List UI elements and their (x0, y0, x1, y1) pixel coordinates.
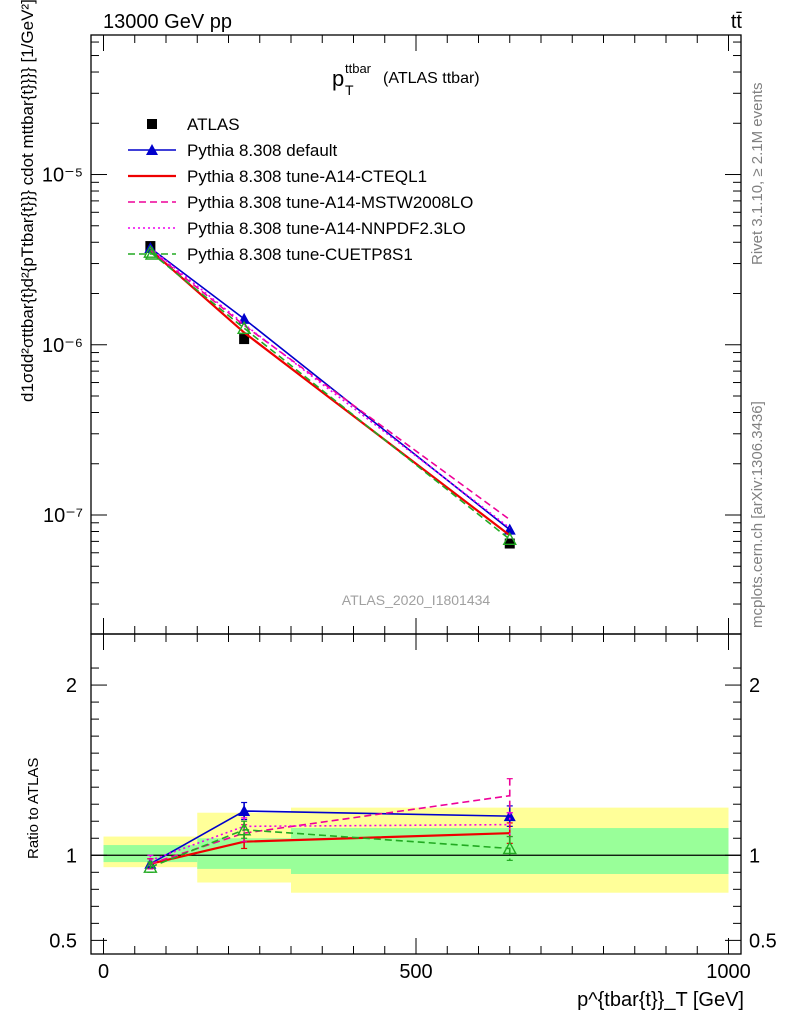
main-y-tick-label: 10⁻⁶ (42, 335, 83, 357)
legend-marker (146, 144, 158, 155)
title-subscript: T (345, 82, 354, 98)
legend-marker (147, 119, 157, 129)
ratio-y-tick-label-right: 1 (749, 845, 760, 867)
x-axis-label: p^{tbar{t}}_T [GeV] (577, 989, 744, 1011)
main-series-line (149, 249, 511, 537)
rivet-version-label: Rivet 3.1.10, ≥ 2.1M events (749, 83, 766, 266)
x-tick-label: 1000 (706, 961, 751, 983)
title-suffix: (ATLAS ttbar) (383, 70, 480, 87)
ratio-data-point (236, 822, 252, 836)
x-tick-label: 0 (98, 961, 109, 983)
main-series-line (149, 247, 511, 529)
legend: ATLAS Pythia 8.308 default Pythia 8.308 tu… (128, 115, 473, 264)
legend-label: Pythia 8.308 tune-A14-NNPDF2.3LO (187, 219, 466, 238)
analysis-watermark: ATLAS_2020_I1801434 (342, 592, 491, 608)
legend-marker (144, 246, 160, 260)
header-left-label: 13000 GeV pp (103, 11, 232, 33)
ratio-data-point (503, 810, 516, 822)
main-panel-series (143, 241, 517, 549)
ratio-y-tick-label: 0.5 (49, 930, 77, 952)
legend-label: Pythia 8.308 tune-A14-CTEQL1 (187, 167, 427, 186)
main-series-2 (149, 249, 511, 537)
title-superscript: ttbar (345, 61, 372, 76)
header-right-label: tt̄ (731, 11, 743, 33)
ratio-data-point (238, 805, 251, 817)
ratio-series-line (150, 828, 510, 868)
ratio-y-tick-label-right: 0.5 (749, 930, 777, 952)
ratio-y-tick-label: 2 (66, 675, 77, 697)
ratio-series-line (150, 794, 510, 865)
ratio-data-point (143, 859, 158, 873)
ratio-panel-axes: 0.5 0.5 1 1 2 2 0 500 1000 (49, 633, 777, 983)
main-data-point (504, 538, 515, 549)
ratio-y-axis-label: Ratio to ATLAS (25, 758, 42, 859)
legend-label: Pythia 8.308 tune-CUETP8S1 (187, 245, 413, 264)
title-main: p (332, 66, 344, 91)
main-y-axis-label: d1σdd²σttbar{t}d²{pTtbar{t}}} cdot mttba… (18, 0, 37, 402)
ratio-series-line (150, 823, 510, 862)
main-data-point (502, 531, 517, 545)
ratio-panel-series (143, 778, 517, 873)
legend-label: Pythia 8.308 default (187, 141, 338, 160)
main-y-tick-label: 10⁻⁵ (42, 165, 83, 187)
ratio-uncertainty-bands (103, 807, 729, 893)
main-data-point (236, 320, 252, 334)
x-tick-label: 500 (399, 961, 432, 983)
ratio-data-point (502, 841, 517, 855)
main-series-line (149, 251, 511, 540)
mcplots-label: mcplots.cern.ch [arXiv:1306.3436] (749, 401, 766, 628)
ratio-y-tick-label-right: 2 (749, 675, 760, 697)
legend-label: ATLAS (187, 115, 240, 134)
main-title: p ttbar T (ATLAS ttbar) (332, 61, 480, 98)
ratio-y-tick-label: 1 (66, 845, 77, 867)
main-data-point (239, 334, 250, 345)
main-series-4 (149, 247, 511, 529)
ratio-series-4 (143, 820, 517, 873)
main-y-tick-label: 10⁻⁷ (43, 505, 83, 527)
legend-label: Pythia 8.308 tune-A14-MSTW2008LO (187, 193, 473, 212)
